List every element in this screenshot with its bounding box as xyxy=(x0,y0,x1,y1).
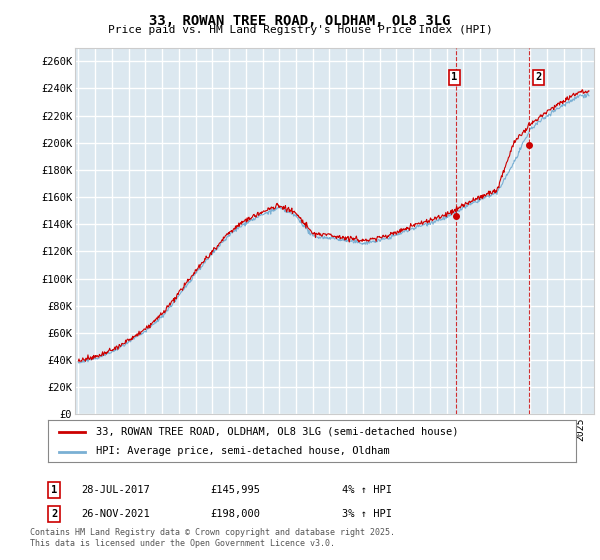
Text: 1: 1 xyxy=(451,72,458,82)
Text: 2: 2 xyxy=(51,509,57,519)
Text: 33, ROWAN TREE ROAD, OLDHAM, OL8 3LG: 33, ROWAN TREE ROAD, OLDHAM, OL8 3LG xyxy=(149,14,451,28)
Text: 3% ↑ HPI: 3% ↑ HPI xyxy=(342,509,392,519)
Text: 28-JUL-2017: 28-JUL-2017 xyxy=(81,485,150,495)
Text: 2: 2 xyxy=(536,72,542,82)
Text: 33, ROWAN TREE ROAD, OLDHAM, OL8 3LG (semi-detached house): 33, ROWAN TREE ROAD, OLDHAM, OL8 3LG (se… xyxy=(95,427,458,437)
Text: HPI: Average price, semi-detached house, Oldham: HPI: Average price, semi-detached house,… xyxy=(95,446,389,456)
Text: 1: 1 xyxy=(51,485,57,495)
Text: Contains HM Land Registry data © Crown copyright and database right 2025.
This d: Contains HM Land Registry data © Crown c… xyxy=(30,528,395,548)
Text: 4% ↑ HPI: 4% ↑ HPI xyxy=(342,485,392,495)
Text: Price paid vs. HM Land Registry's House Price Index (HPI): Price paid vs. HM Land Registry's House … xyxy=(107,25,493,35)
Text: 26-NOV-2021: 26-NOV-2021 xyxy=(81,509,150,519)
Text: £145,995: £145,995 xyxy=(210,485,260,495)
Text: £198,000: £198,000 xyxy=(210,509,260,519)
